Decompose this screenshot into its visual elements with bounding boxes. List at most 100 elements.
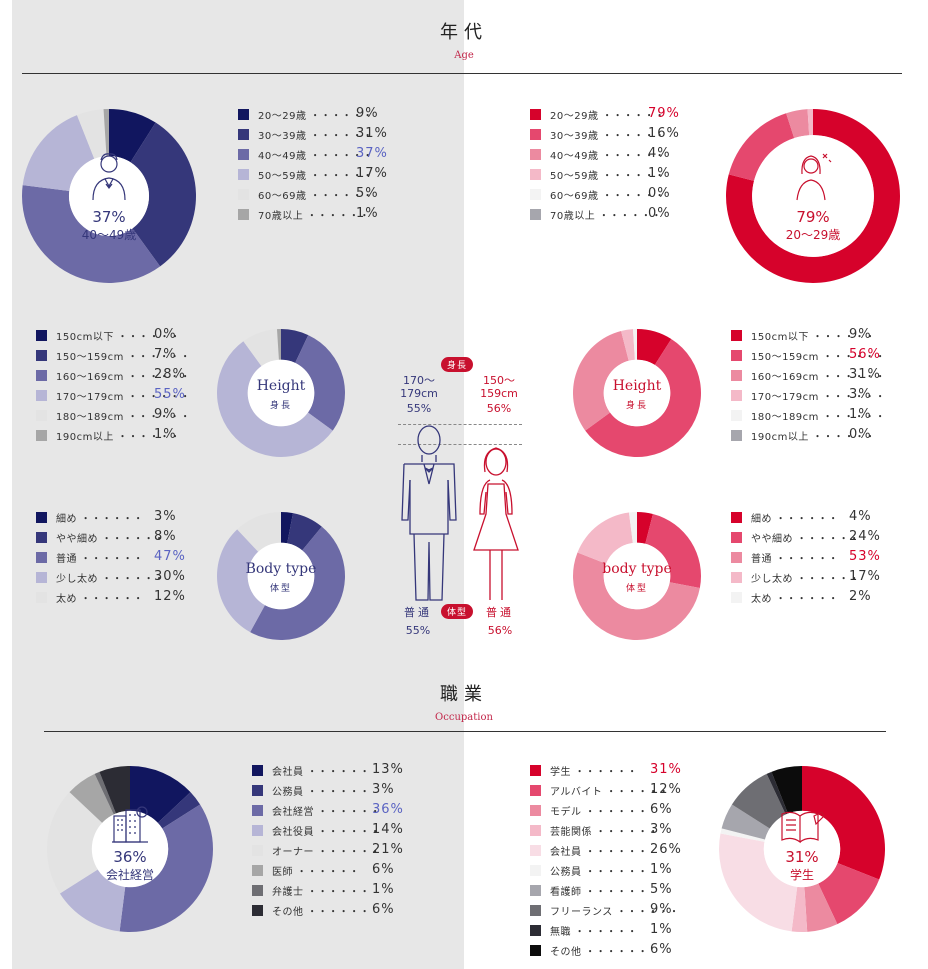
female_body-legend-item: 普通 ・・・・・・ 53% bbox=[731, 548, 886, 568]
female_body-slice-4 bbox=[628, 512, 637, 543]
female_occupation-legend-item: 無職 ・・・・・・ 1% bbox=[530, 921, 685, 941]
female_occupation-legend-label: 公務員 ・・・・・・ bbox=[550, 867, 649, 878]
male-age-legend: 20〜29歳 ・・・・・・ 9% 30〜39歳 ・・・・・・ 31% 40〜49歳 ・・… bbox=[238, 105, 398, 225]
male_occupation-legend-value: 6% bbox=[372, 902, 395, 917]
age-divider bbox=[22, 73, 902, 74]
female_occupation-legend-value: 1% bbox=[650, 862, 673, 877]
female_height-legend-value: 56% bbox=[849, 347, 881, 362]
female_occupation-legend-value: 3% bbox=[650, 822, 673, 837]
age-title-en: Age bbox=[454, 50, 474, 61]
female-age-center-label: 20〜29歳 bbox=[785, 228, 841, 242]
male_body-legend-value: 8% bbox=[154, 529, 177, 544]
male_occupation-slice-3 bbox=[59, 869, 126, 932]
female_occupation-legend-item: 看護師 ・・・・・・ 5% bbox=[530, 881, 685, 901]
man-figure-icon bbox=[401, 425, 457, 601]
female_occupation-legend-swatch bbox=[530, 865, 541, 876]
male_body-legend-value: 12% bbox=[154, 589, 186, 604]
female_age-legend-label: 70歳以上 ・・・・・・ bbox=[550, 211, 662, 222]
male-height-range: 170〜 179cm bbox=[400, 374, 438, 400]
male_age-legend-value: 5% bbox=[356, 186, 379, 201]
male-height-center: Height 身長 bbox=[231, 378, 331, 411]
male_occupation-legend-item: 会社経営 ・・・・・・ 36% bbox=[252, 801, 407, 821]
female_age-legend-swatch bbox=[530, 169, 541, 180]
female_body-legend-value: 17% bbox=[849, 569, 881, 584]
female_occupation-legend-label: その他 ・・・・・・ bbox=[550, 947, 649, 958]
female_occupation-legend-value: 1% bbox=[650, 922, 673, 937]
female_age-legend-item: 40〜49歳 ・・・・・・ 4% bbox=[530, 145, 690, 165]
male_body-legend-item: 普通 ・・・・・・ 47% bbox=[36, 548, 191, 568]
male_occupation-legend-swatch bbox=[252, 765, 263, 776]
male-body-center: Body type 体型 bbox=[231, 561, 331, 594]
female_body-legend-item: やや細め ・・・・・・ 24% bbox=[731, 528, 886, 548]
male_age-legend-swatch bbox=[238, 109, 249, 120]
age-title-jp: 年代 bbox=[440, 22, 488, 43]
occupation-divider bbox=[44, 731, 886, 732]
female_body-legend-label: 細め ・・・・・・ bbox=[751, 514, 839, 525]
female_height-legend-swatch bbox=[731, 410, 742, 421]
male_occupation-slice-7 bbox=[99, 766, 130, 814]
female_occupation-legend-item: 公務員 ・・・・・・ 1% bbox=[530, 861, 685, 881]
female_height-donut-hole bbox=[603, 359, 671, 427]
male_body-legend-swatch bbox=[36, 572, 47, 583]
male_body-legend-value: 47% bbox=[154, 549, 186, 564]
female_occupation-legend-swatch bbox=[530, 805, 541, 816]
female_occupation-slice-9 bbox=[771, 766, 802, 814]
female_height-legend-item: 190cm以上 ・・・・・・ 0% bbox=[731, 426, 886, 446]
male_height-legend-item: 180〜189cm ・・・・・・ 9% bbox=[36, 406, 191, 426]
male_height-slice-3 bbox=[216, 341, 333, 457]
male_body-slice-0 bbox=[281, 512, 293, 544]
male_occupation-legend-value: 36% bbox=[372, 802, 404, 817]
female_age-legend-value: 1% bbox=[648, 166, 671, 181]
female_age-donut-hole bbox=[752, 135, 874, 257]
male_height-legend-label: 170〜179cm ・・・・・・ bbox=[56, 392, 191, 403]
female_occupation-slice-3 bbox=[791, 886, 808, 932]
male_height-slice-5 bbox=[276, 329, 281, 360]
woman-icon bbox=[796, 153, 832, 201]
building-icon bbox=[112, 806, 148, 843]
female_occupation-legend-swatch bbox=[530, 925, 541, 936]
male_occupation-legend-item: 公務員 ・・・・・・ 3% bbox=[252, 781, 407, 801]
female-occupation-legend: 学生 ・・・・・・ 31% アルバイト ・・・・・・ 12% モデル ・・・・・・ 6% 芸… bbox=[530, 761, 685, 961]
female_height-legend-label: 160〜169cm ・・・・・・ bbox=[751, 372, 886, 383]
female_height-legend-label: 150cm以下 ・・・・・・ bbox=[751, 332, 876, 343]
female_occupation-legend-swatch bbox=[530, 845, 541, 856]
male_occupation-legend-value: 21% bbox=[372, 842, 404, 857]
female-height-legend: 150cm以下 ・・・・・・ 9% 150〜159cm ・・・・・・ 56% 160〜1… bbox=[731, 326, 886, 446]
male_height-legend-swatch bbox=[36, 370, 47, 381]
occupation-title-en: Occupation bbox=[435, 712, 493, 723]
female_age-legend-item: 60〜69歳 ・・・・・・ 0% bbox=[530, 185, 690, 205]
male_age-legend-label: 40〜49歳 ・・・・・・ bbox=[258, 151, 374, 162]
female_body-legend-swatch bbox=[731, 592, 742, 603]
female_age-slice-2 bbox=[786, 109, 810, 139]
female_height-legend-value: 9% bbox=[849, 327, 872, 342]
male-occupation-donut bbox=[47, 766, 213, 932]
female-height-center: Height 身長 bbox=[587, 378, 687, 411]
female_occupation-slice-6 bbox=[721, 804, 770, 840]
female-body-type-pct: 56% bbox=[487, 624, 513, 637]
male_body-legend-value: 3% bbox=[154, 509, 177, 524]
male-body-type: 普通 bbox=[404, 606, 432, 619]
male-occupation-legend: 会社員 ・・・・・・ 13% 公務員 ・・・・・・ 3% 会社経営 ・・・・・・ 36% 会… bbox=[252, 761, 407, 921]
female_occupation-legend-swatch bbox=[530, 945, 541, 956]
male_body-legend-swatch bbox=[36, 592, 47, 603]
male_age-donut-hole bbox=[68, 155, 150, 237]
male-height-center-label: 身長 bbox=[269, 401, 292, 411]
female_occupation-legend-value: 6% bbox=[650, 942, 673, 957]
female_age-legend-value: 0% bbox=[648, 186, 671, 201]
male_occupation-legend-swatch bbox=[252, 805, 263, 816]
male_age-legend-swatch bbox=[238, 169, 249, 180]
male_age-legend-item: 70歳以上 ・・・・・・ 1% bbox=[238, 205, 398, 225]
female_height-legend-swatch bbox=[731, 390, 742, 401]
male-body-donut bbox=[217, 512, 345, 640]
female_occupation-legend-item: フリーランス ・・・・・・ 9% bbox=[530, 901, 685, 921]
female_occupation-legend-value: 12% bbox=[650, 782, 682, 797]
female_age-legend-label: 30〜39歳 ・・・・・・ bbox=[550, 131, 666, 142]
female-occupation-center: 31% 学生 bbox=[752, 810, 852, 883]
female_occupation-legend-label: 看護師 ・・・・・・ bbox=[550, 887, 649, 898]
male_age-legend-item: 20〜29歳 ・・・・・・ 9% bbox=[238, 105, 398, 125]
male_age-legend-swatch bbox=[238, 209, 249, 220]
female_age-legend-value: 4% bbox=[648, 146, 671, 161]
female_body-slice-0 bbox=[637, 512, 653, 544]
male_height-legend-value: 55% bbox=[154, 387, 186, 402]
female_age-legend-item: 20〜29歳 ・・・・・・ 79% bbox=[530, 105, 690, 125]
